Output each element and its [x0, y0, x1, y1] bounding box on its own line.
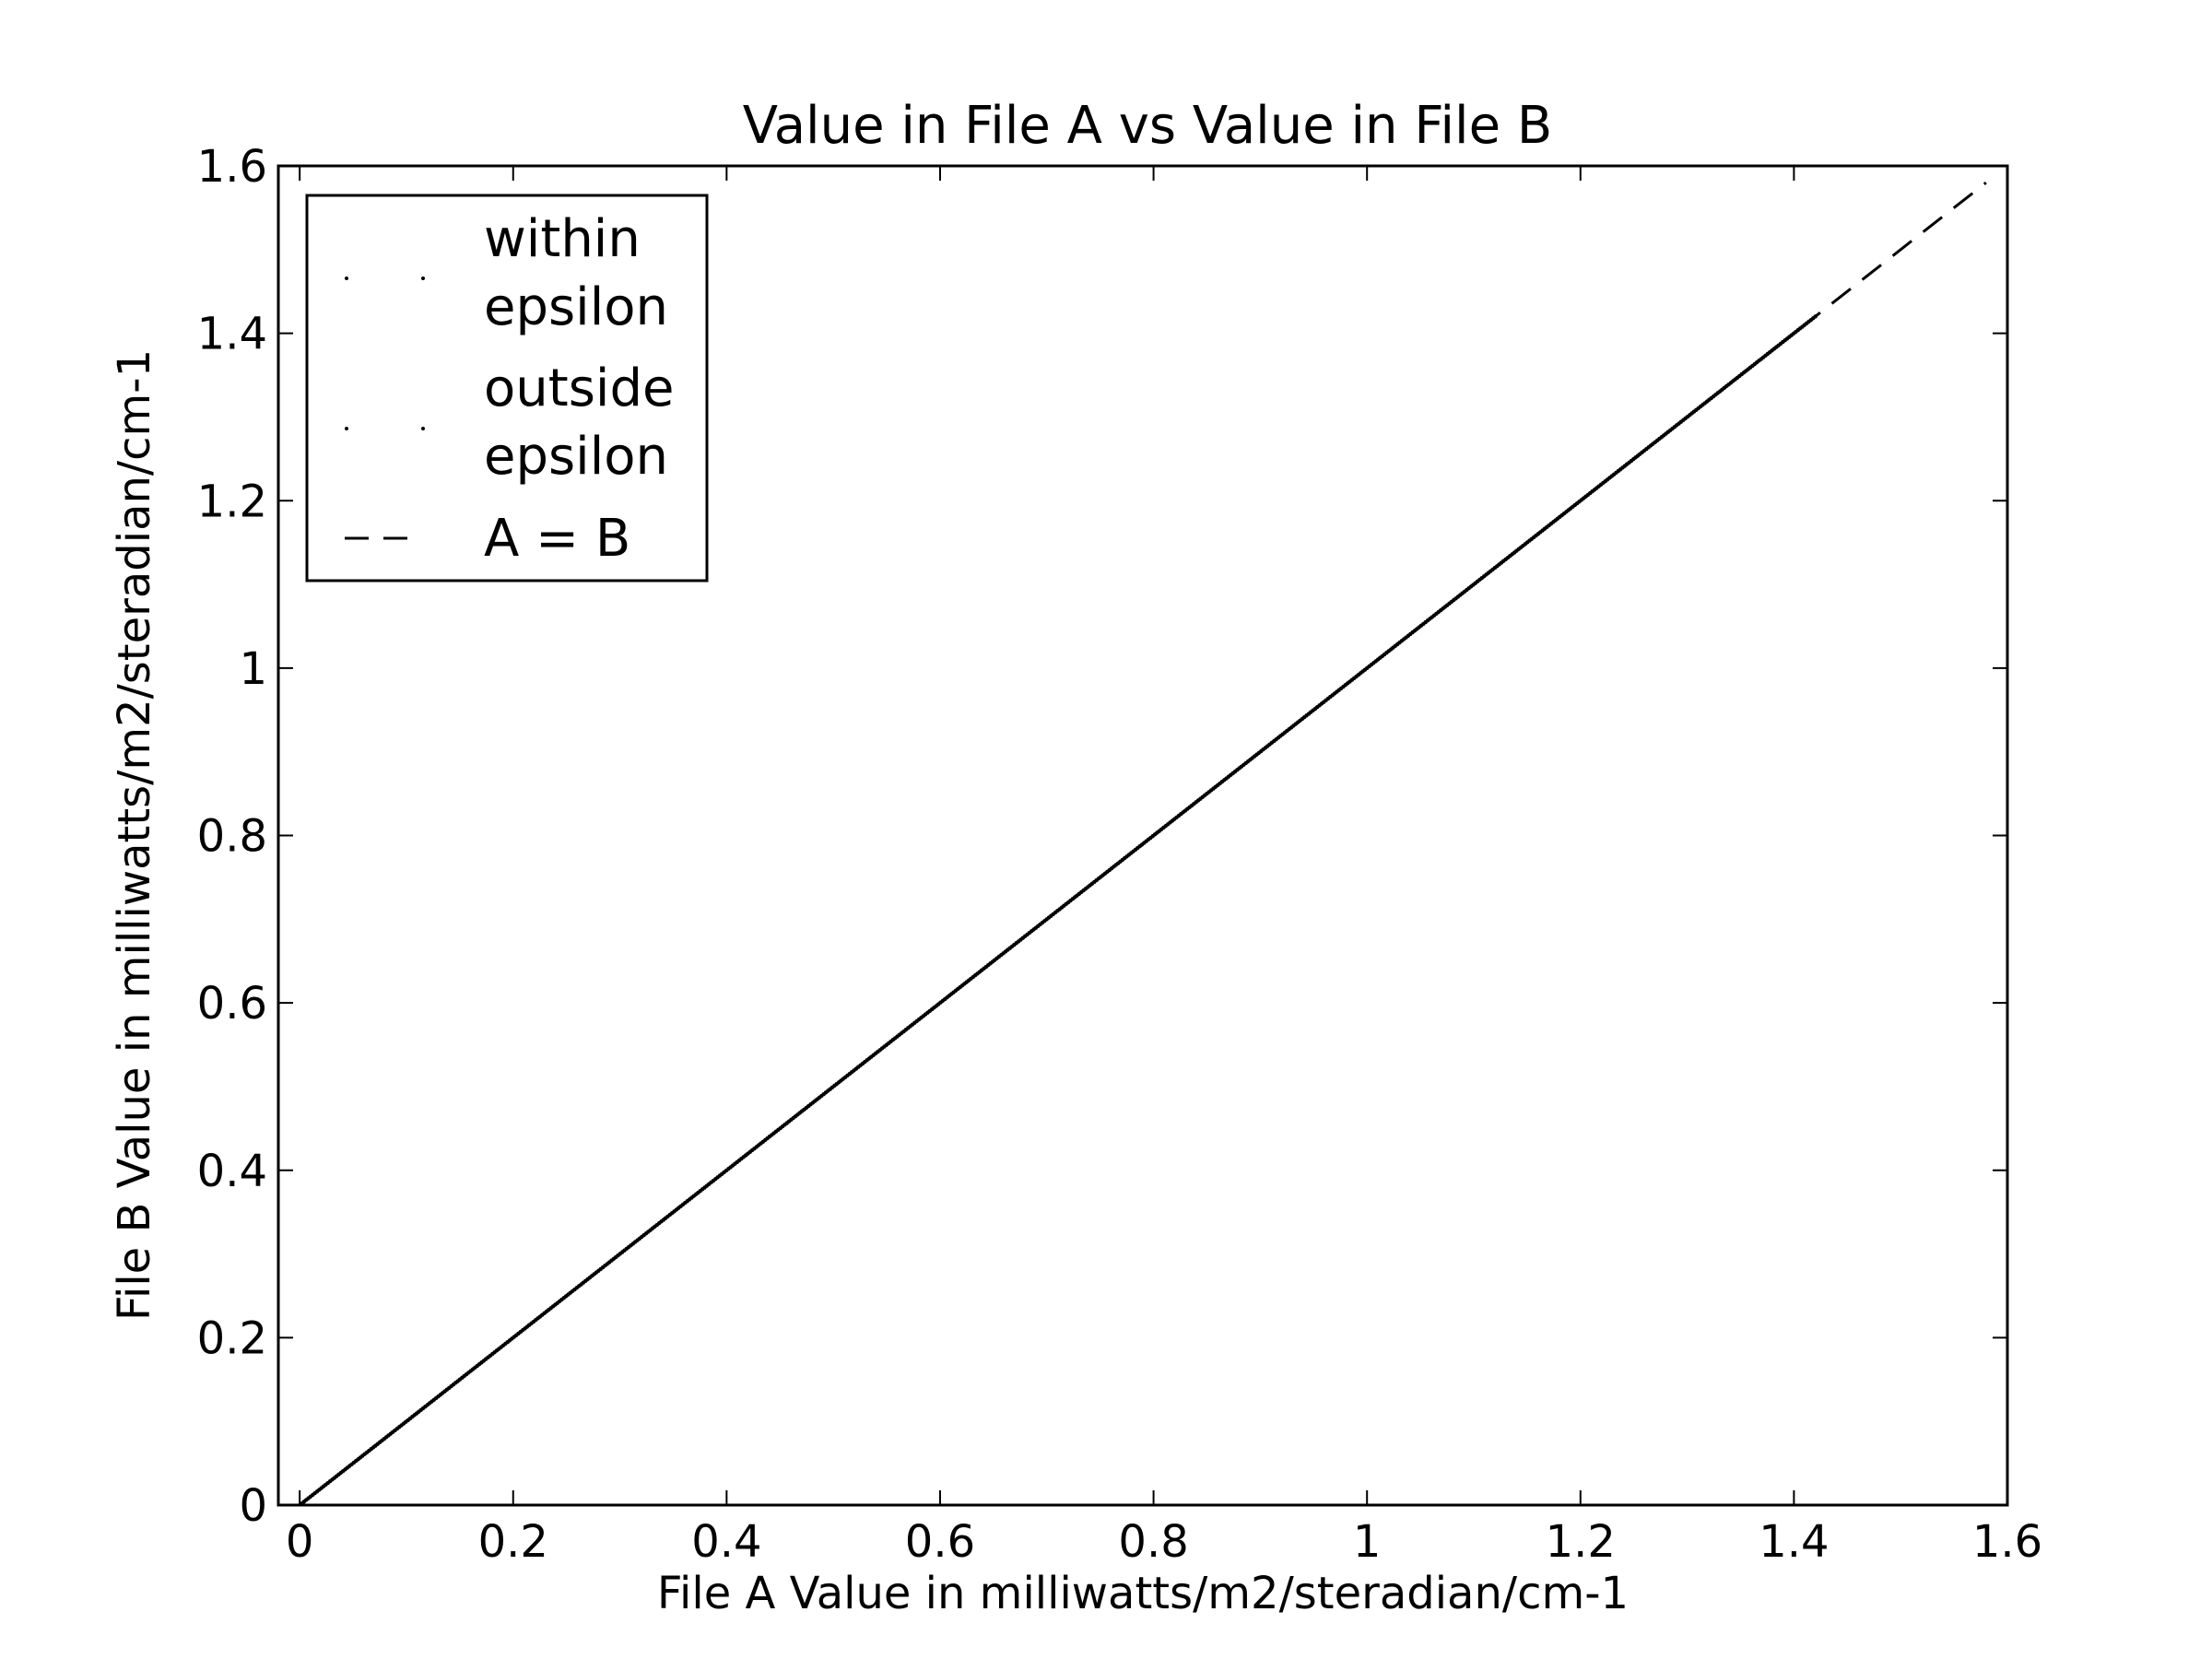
y-tick-label: 1.2 [197, 476, 267, 527]
chart-title: Value in File A vs Value in File B [743, 96, 1553, 156]
x-tick-label: 0.4 [691, 1516, 761, 1568]
y-tick-label: 1.6 [197, 141, 267, 193]
legend-marker-outside-epsilon-1 [345, 427, 348, 430]
legend-label-within-epsilon-line1: within [484, 209, 641, 269]
y-axis-label: File B Value in milliwatts/m2/steradian/… [109, 349, 160, 1321]
x-tick-label: 1 [1353, 1516, 1382, 1568]
legend-label-a-equals-b: A = B [484, 509, 630, 569]
legend: within epsilon outside epsilon A = B [305, 194, 709, 582]
y-tick-label: 0.6 [197, 978, 267, 1030]
y-tick-label: 0.4 [197, 1146, 267, 1197]
legend-marker-outside-epsilon-2 [421, 427, 425, 430]
y-tick-label: 0.2 [197, 1312, 267, 1364]
y-tick-label: 1.4 [197, 309, 267, 360]
x-tick-label: 1.4 [1759, 1516, 1829, 1568]
series-within-epsilon [297, 314, 1818, 1505]
x-tick-label: 0 [286, 1516, 314, 1568]
within-epsilon-point [1813, 314, 1818, 319]
y-tick-label: 0 [239, 1480, 267, 1532]
plot-frame [276, 164, 2009, 1507]
legend-label-outside-epsilon-line1: outside [484, 359, 674, 418]
legend-label-within-epsilon-line2: epsilon [484, 277, 668, 337]
plot-area [297, 181, 1987, 1505]
x-tick-label: 0.2 [478, 1516, 548, 1568]
x-tick-label: 1.2 [1546, 1516, 1616, 1568]
y-tick-label: 0.8 [197, 811, 267, 863]
legend-box [305, 194, 709, 582]
x-tick-label: 0.8 [1118, 1516, 1188, 1568]
x-tick-label: 1.6 [1972, 1516, 2042, 1568]
legend-marker-within-epsilon-1 [345, 276, 348, 280]
legend-label-outside-epsilon-line2: epsilon [484, 427, 668, 487]
legend-marker-within-epsilon-2 [421, 276, 425, 280]
x-tick-label: 0.6 [905, 1516, 975, 1568]
y-tick-label: 1 [239, 643, 267, 695]
x-axis-label: File A Value in milliwatts/m2/steradian/… [657, 1568, 1629, 1619]
